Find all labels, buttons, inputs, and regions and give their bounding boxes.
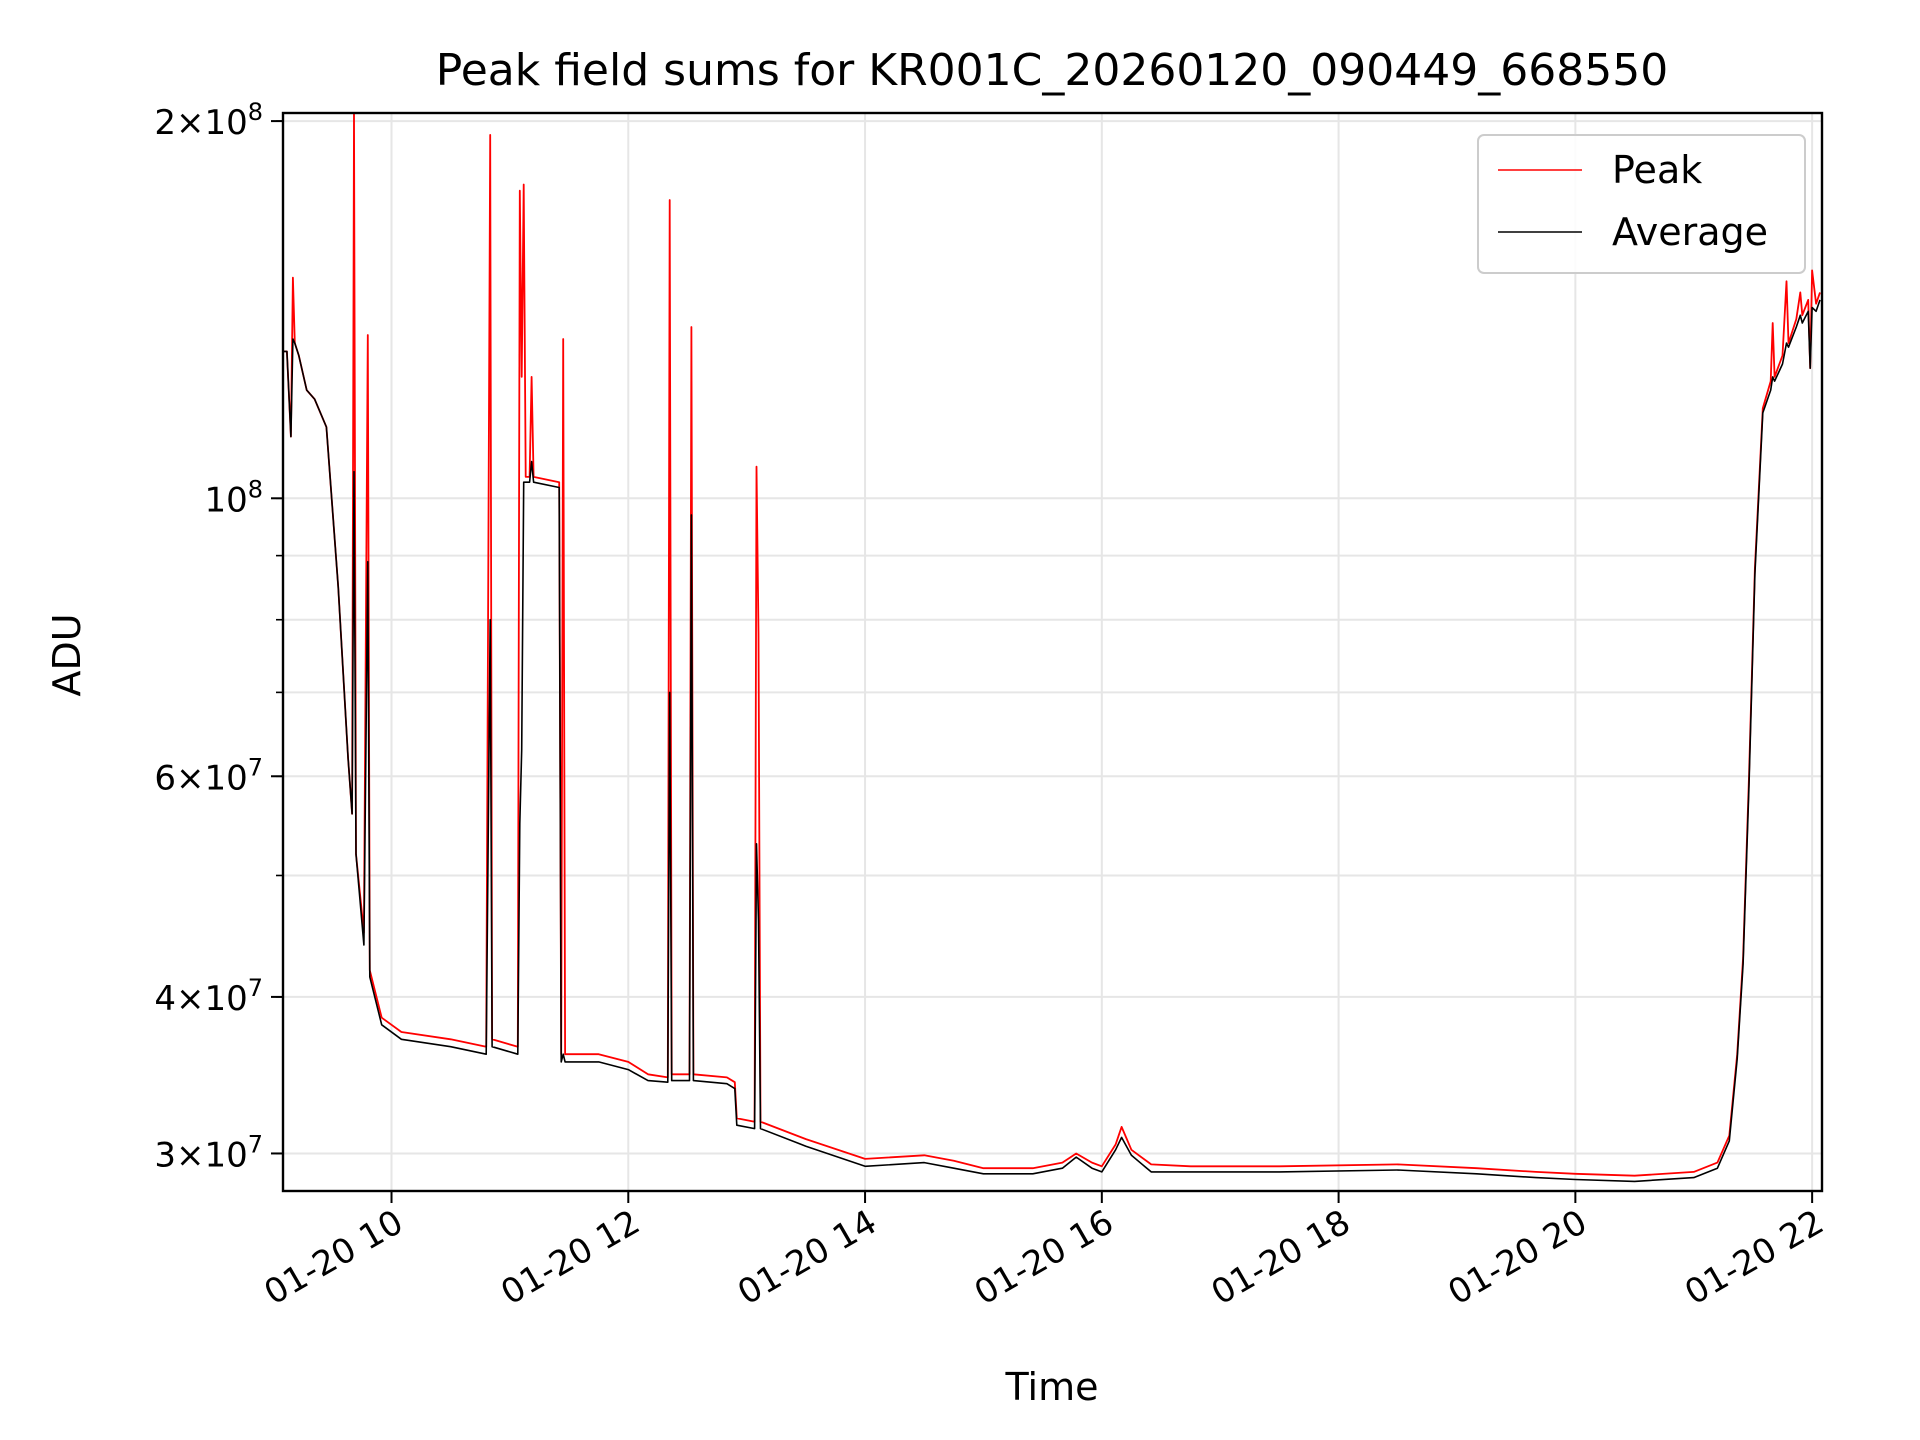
series-line-average [283,299,1821,1183]
legend-label-peak: Peak [1612,148,1702,192]
y-tick-label: 4×107 [154,974,263,1019]
legend-label-average: Average [1612,210,1768,254]
plot-frame [281,111,1824,1193]
y-axis-label: ADU [45,613,89,696]
y-tick-label: 108 [204,475,263,520]
x-axis-label: Time [1005,1365,1099,1409]
series-lines [283,113,1821,1183]
grid [283,113,1822,1191]
legend: Peak Average [1477,134,1806,274]
y-tick-label: 3×107 [154,1130,263,1175]
y-tick-label: 2×108 [154,98,263,143]
chart-title: Peak field sums for KR001C_20260120_0904… [436,45,1668,96]
y-tick-label: 6×107 [154,753,263,798]
